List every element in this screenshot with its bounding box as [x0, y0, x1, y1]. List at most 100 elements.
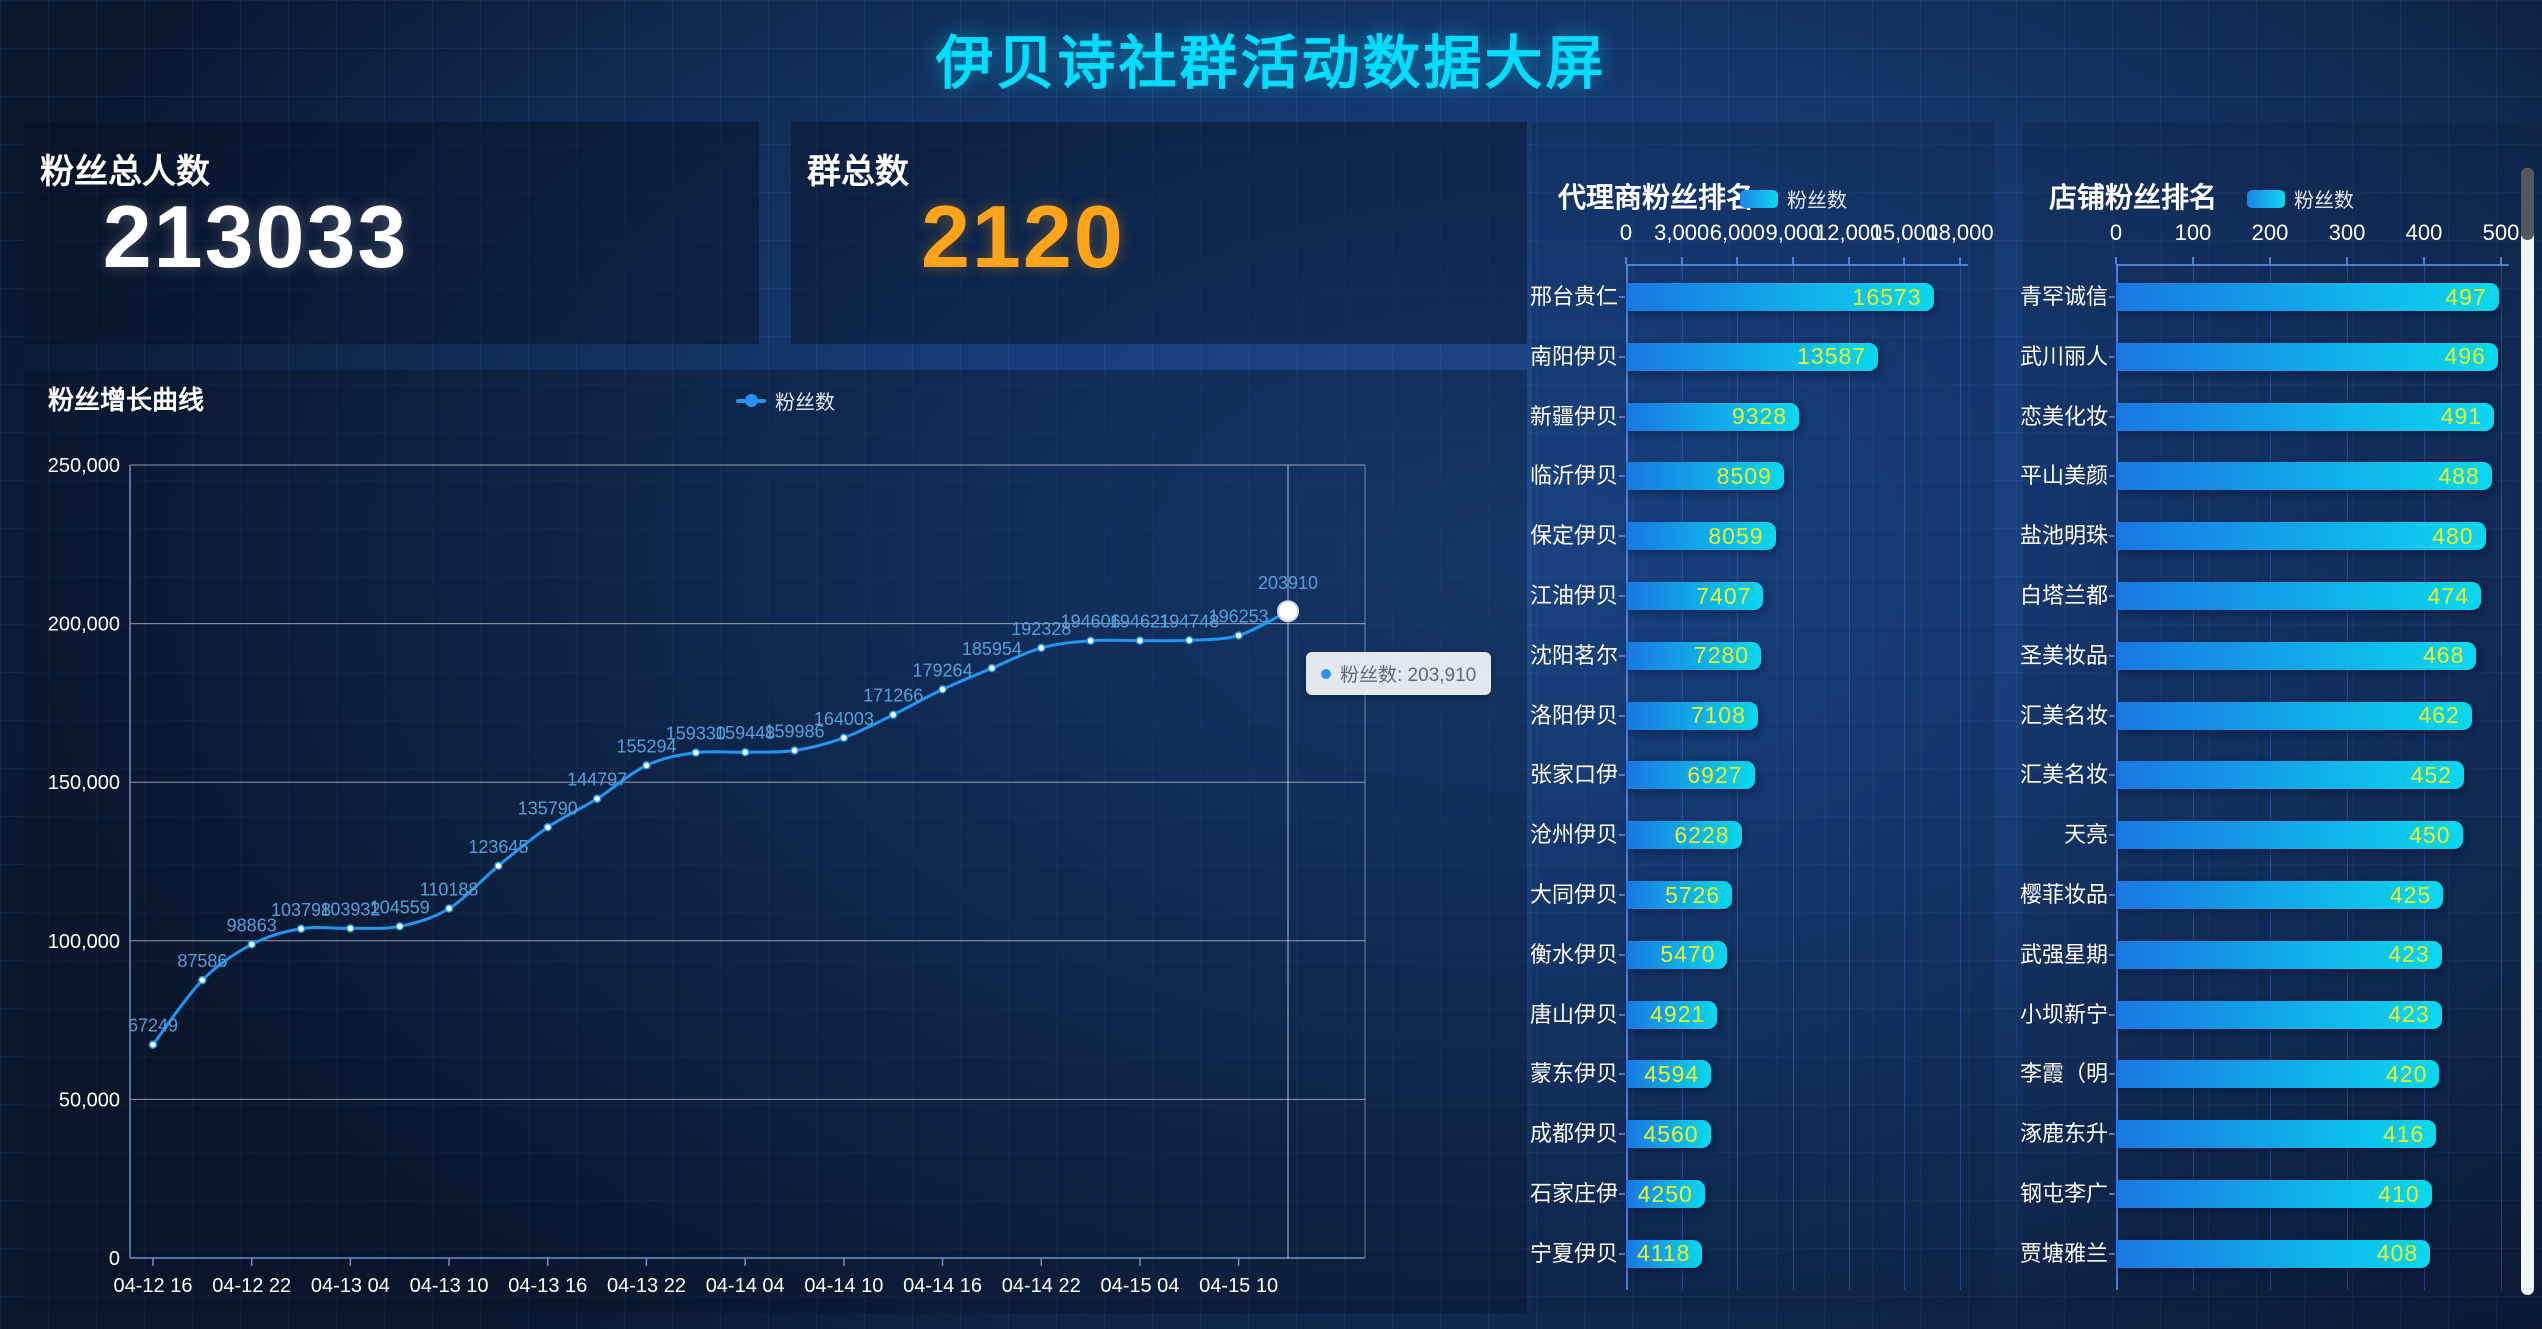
bar[interactable]: 420	[2116, 1060, 2440, 1089]
data-point[interactable]	[1135, 636, 1145, 645]
legend-label: 粉丝数	[775, 392, 835, 414]
agent-chart-legend[interactable]: 粉丝数	[1740, 184, 1847, 213]
x-tick-label: 04-15 04	[1100, 1275, 1179, 1297]
bar-value-label: 408	[2376, 1240, 2419, 1267]
data-point[interactable]	[494, 861, 503, 871]
point-value-label: 144797	[567, 770, 627, 790]
bar[interactable]: 452	[2116, 761, 2465, 790]
bar[interactable]: 4594	[1626, 1060, 1712, 1089]
bar-row: 保定伊贝 8059	[1530, 522, 1994, 551]
data-point[interactable]	[296, 924, 306, 934]
bar-row: 唐山伊贝 4921	[1530, 1000, 1994, 1029]
point-value-label: 123645	[468, 837, 528, 857]
bar-value-label: 468	[2422, 642, 2465, 669]
tooltip-text: 粉丝数: 203,910	[1340, 665, 1477, 686]
data-point[interactable]	[247, 940, 256, 949]
highlighted-point[interactable]	[1277, 600, 1299, 623]
bar[interactable]: 408	[2116, 1239, 2431, 1268]
fan-growth-line[interactable]	[151, 609, 1289, 1046]
legend-label: 粉丝数	[2294, 190, 2354, 212]
bar[interactable]: 4250	[1626, 1180, 1705, 1208]
data-point[interactable]	[592, 794, 602, 803]
bar[interactable]: 423	[2116, 940, 2442, 969]
data-point[interactable]	[1086, 636, 1095, 645]
bar[interactable]: 450	[2116, 821, 2463, 850]
scrollbar-thumb[interactable]	[2521, 168, 2534, 240]
scrollbar-track[interactable]	[2521, 168, 2534, 1295]
data-point[interactable]	[888, 710, 898, 719]
axis-gridline	[1904, 264, 1906, 1290]
bar[interactable]: 497	[2116, 283, 2499, 311]
data-point[interactable]	[691, 748, 701, 757]
bar-category-label: 钢屯李广	[2019, 1181, 2108, 1206]
data-point[interactable]	[148, 1040, 158, 1049]
bar-row: 新疆伊贝 9328	[1530, 402, 1994, 431]
data-point[interactable]	[839, 733, 849, 743]
y-tick-label: 150,000	[48, 772, 120, 794]
data-point[interactable]	[1234, 631, 1243, 640]
agent-chart-title: 代理商粉丝排名	[1558, 182, 1755, 213]
category-tick-mark	[2109, 834, 2115, 837]
bar[interactable]: 5470	[1626, 940, 1728, 969]
data-point[interactable]	[642, 761, 651, 770]
bar-value-label: 491	[2440, 403, 2483, 430]
bar-row: 钢屯李广 410	[2020, 1180, 2542, 1208]
data-point[interactable]	[740, 747, 750, 757]
bar[interactable]: 474	[2116, 582, 2481, 610]
store-chart-legend[interactable]: 粉丝数	[2247, 184, 2354, 213]
bar[interactable]: 4118	[1626, 1239, 1703, 1268]
bar[interactable]: 410	[2116, 1180, 2432, 1208]
data-point[interactable]	[543, 823, 553, 832]
category-tick-mark	[1619, 1252, 1625, 1255]
bar[interactable]: 488	[2116, 462, 2492, 491]
bar[interactable]: 423	[2116, 1000, 2442, 1029]
top-axis-line	[2116, 264, 2509, 266]
bar-row: 恋美化妆 491	[2020, 402, 2542, 431]
data-point[interactable]	[987, 663, 997, 673]
data-point[interactable]	[1185, 636, 1194, 645]
bar[interactable]: 7280	[1626, 641, 1762, 670]
point-value-label: 98863	[227, 915, 277, 935]
bar-row: 樱菲妆品 425	[2020, 881, 2542, 909]
data-point[interactable]	[790, 746, 799, 755]
data-point[interactable]	[198, 975, 207, 985]
bar[interactable]: 9328	[1626, 402, 1800, 431]
data-point[interactable]	[938, 685, 947, 694]
data-point[interactable]	[395, 922, 404, 931]
x-axis-tick-label: 6,000	[1709, 220, 1765, 245]
bar-category-label: 圣美妆品	[2019, 642, 2108, 668]
series-dot-icon	[1321, 668, 1331, 679]
x-axis-tick-mark	[1680, 257, 1683, 264]
bar[interactable]: 4921	[1626, 1000, 1718, 1029]
category-tick-mark	[1619, 535, 1625, 538]
x-axis-tick-label: 3,000	[1654, 220, 1710, 245]
data-point[interactable]	[346, 924, 355, 933]
bar[interactable]: 480	[2116, 522, 2486, 551]
bar[interactable]: 8059	[1626, 522, 1776, 551]
bar[interactable]: 425	[2116, 881, 2444, 909]
bar[interactable]: 6927	[1626, 761, 1755, 790]
fan-growth-line-chart[interactable]: 0 50,000 100,000 150,000 200,000 250,000 04-12…	[24, 370, 1527, 1313]
line-chart-legend[interactable]: 粉丝数	[736, 386, 835, 415]
bar-row: 平山美颜 488	[2020, 462, 2542, 491]
bar[interactable]: 468	[2116, 641, 2477, 670]
bar[interactable]: 8509	[1626, 462, 1784, 491]
bar[interactable]: 13587	[1626, 342, 1879, 371]
data-point[interactable]	[1037, 643, 1046, 653]
bar[interactable]: 416	[2116, 1120, 2437, 1149]
bar-value-label: 6228	[1674, 821, 1730, 848]
bar[interactable]: 4560	[1626, 1120, 1711, 1149]
bar[interactable]: 462	[2116, 701, 2472, 730]
bar[interactable]: 496	[2116, 342, 2498, 371]
bar[interactable]: 5726	[1626, 881, 1733, 909]
bar[interactable]: 6228	[1626, 821, 1742, 850]
bar[interactable]: 491	[2116, 402, 2495, 431]
bar-category-label: 青罕诚信	[2019, 284, 2108, 309]
agent-fan-ranking-panel: 代理商粉丝排名 粉丝数 0 3,000 6,000 9,000 12,000 15,000…	[1530, 122, 1994, 1313]
data-point[interactable]	[444, 904, 454, 913]
bar[interactable]: 7407	[1626, 582, 1764, 610]
bar[interactable]: 16573	[1626, 283, 1934, 311]
bar-value-label: 496	[2444, 343, 2486, 370]
bar[interactable]: 7108	[1626, 701, 1758, 730]
